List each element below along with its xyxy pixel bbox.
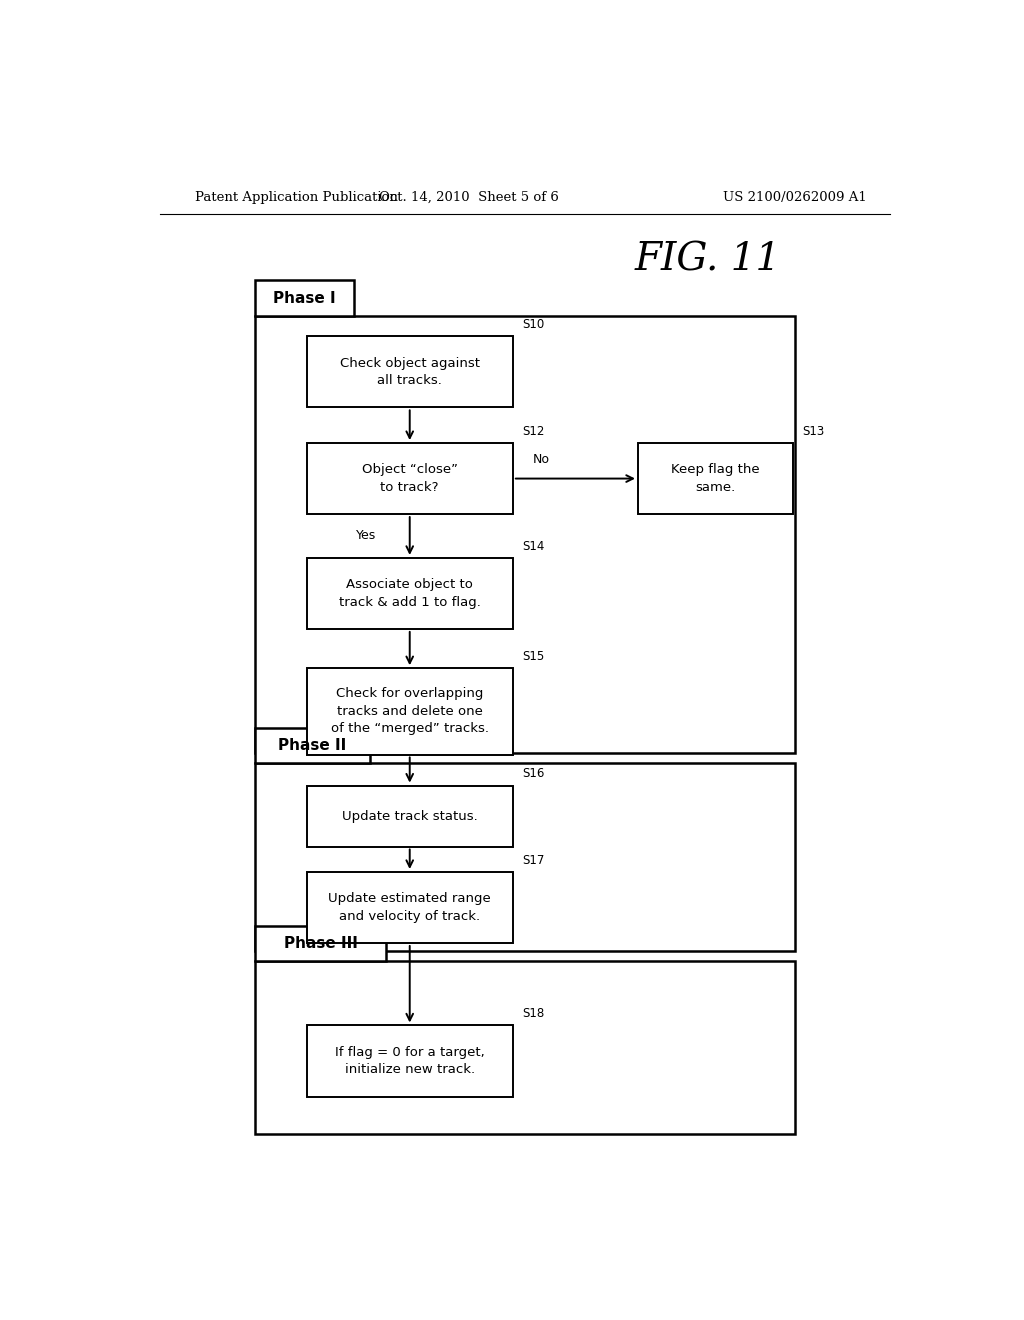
Text: Oct. 14, 2010  Sheet 5 of 6: Oct. 14, 2010 Sheet 5 of 6 (379, 190, 559, 203)
Text: Check for overlapping
tracks and delete one
of the “merged” tracks.: Check for overlapping tracks and delete … (331, 688, 488, 735)
Text: S14: S14 (522, 540, 545, 553)
Text: US 2100/0262009 A1: US 2100/0262009 A1 (723, 190, 866, 203)
Text: Update track status.: Update track status. (342, 809, 477, 822)
Bar (306, 337, 513, 408)
Text: Keep flag the
same.: Keep flag the same. (671, 463, 760, 494)
Bar (255, 961, 795, 1134)
Text: S17: S17 (522, 854, 545, 867)
Bar (306, 1026, 513, 1097)
Text: S16: S16 (522, 767, 545, 780)
Bar (306, 558, 513, 630)
Text: Yes: Yes (356, 529, 376, 543)
Text: Check object against
all tracks.: Check object against all tracks. (340, 356, 479, 387)
Text: Update estimated range
and velocity of track.: Update estimated range and velocity of t… (329, 892, 492, 923)
Text: S18: S18 (522, 1007, 545, 1020)
Bar (306, 873, 513, 942)
Bar (255, 925, 386, 961)
Text: S10: S10 (522, 318, 545, 331)
Text: S13: S13 (802, 425, 824, 438)
Bar (638, 444, 793, 515)
Bar (255, 280, 354, 315)
Text: S15: S15 (522, 649, 545, 663)
Text: FIG. 11: FIG. 11 (634, 242, 780, 279)
Bar (255, 727, 370, 763)
Bar (306, 668, 513, 755)
Text: Patent Application Publication: Patent Application Publication (196, 190, 398, 203)
Text: If flag = 0 for a target,
initialize new track.: If flag = 0 for a target, initialize new… (335, 1045, 484, 1076)
Bar (306, 785, 513, 846)
Text: Phase III: Phase III (284, 936, 357, 952)
Text: Phase I: Phase I (273, 290, 336, 306)
Text: No: No (532, 453, 550, 466)
Text: Object “close”
to track?: Object “close” to track? (361, 463, 458, 494)
Text: S12: S12 (522, 425, 545, 438)
Bar (255, 763, 795, 952)
Bar (255, 315, 795, 752)
Text: Associate object to
track & add 1 to flag.: Associate object to track & add 1 to fla… (339, 578, 480, 609)
Bar (306, 444, 513, 515)
Text: Phase II: Phase II (279, 738, 347, 752)
